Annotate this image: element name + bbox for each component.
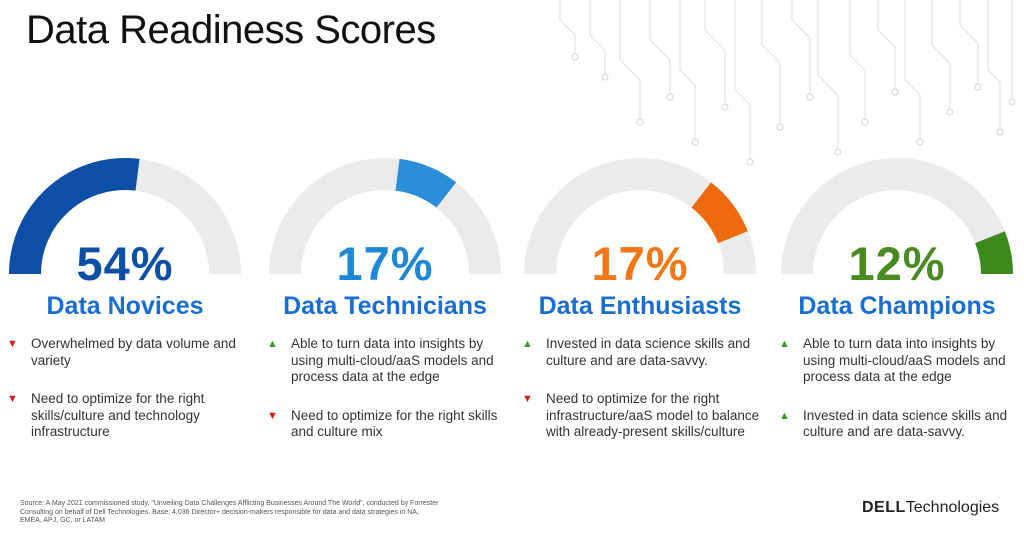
bullet-list: ▲ Able to turn data into insights by usin… — [265, 336, 505, 463]
up-triangle-icon: ▲ — [267, 338, 278, 350]
bullet-item: ▼ Need to optimize for the right infrastr… — [520, 391, 760, 441]
bullet-item: ▼ Overwhelmed by data volume and variety — [5, 336, 245, 369]
segment-percent: 54% — [76, 237, 174, 290]
segment-data-technicians: 17% Data Technicians ▲ Able to turn data … — [265, 140, 505, 460]
bullet-text: Able to turn data into insights by using… — [291, 336, 494, 384]
segment-percent: 12% — [848, 237, 946, 290]
brand-rest: Technologies — [905, 499, 1000, 516]
up-triangle-icon: ▲ — [779, 338, 790, 350]
gauge-track — [269, 158, 501, 275]
bullet-text: Overwhelmed by data volume and variety — [31, 336, 236, 368]
gauge-chart — [9, 158, 241, 275]
down-triangle-icon: ▼ — [7, 338, 18, 350]
bullet-item: ▲ Invested in data science skills and cul… — [520, 336, 760, 369]
page-title: Data Readiness Scores — [26, 8, 436, 52]
segment-name: Data Novices — [46, 292, 204, 320]
gauge-fill — [974, 231, 1013, 275]
bullet-text: Need to optimize for the right infrastru… — [546, 391, 760, 439]
down-triangle-icon: ▼ — [7, 393, 18, 405]
bullet-item: ▲ Able to turn data into insights by usin… — [265, 336, 505, 386]
down-triangle-icon: ▼ — [267, 409, 278, 422]
bullet-text: Need to optimize for the right skills an… — [291, 407, 498, 440]
bullet-item: ▲ Invested in data science skills and cul… — [777, 408, 1017, 441]
bullet-text: Need to optimize for the right skills/cu… — [31, 391, 205, 439]
segment-name: Data Technicians — [283, 292, 487, 320]
circuit-background — [559, 0, 1016, 166]
bullet-item: ▼ Need to optimize for the right skills a… — [265, 408, 505, 441]
up-triangle-icon: ▲ — [522, 338, 533, 350]
segment-percent: 17% — [591, 237, 689, 290]
dell-technologies-logo: DELLTechnologies — [862, 499, 999, 517]
segment-data-champions: 12% Data Champions ▲ Able to turn data in… — [777, 140, 1017, 460]
up-triangle-icon: ▲ — [779, 409, 790, 422]
bullet-list: ▼ Overwhelmed by data volume and variety … — [5, 336, 245, 463]
bullet-list: ▲ Invested in data science skills and cul… — [520, 336, 760, 463]
gauge-fill — [691, 182, 748, 244]
segment-data-enthusiasts: 17% Data Enthusiasts ▲ Invested in data s… — [520, 140, 760, 460]
bullet-text: Invested in data science skills and cult… — [546, 336, 751, 368]
segment-data-novices: 54% Data Novices ▼ Overwhelmed by data vo… — [5, 140, 245, 460]
gauge-fill — [394, 158, 457, 208]
gauge-chart — [524, 158, 756, 275]
bullet-item: ▲ Able to turn data into insights by usin… — [777, 336, 1017, 386]
segment-name: Data Enthusiasts — [538, 292, 742, 320]
down-triangle-icon: ▼ — [522, 393, 533, 405]
gauge-fill — [9, 158, 140, 275]
bullet-text: Invested in data science skills and cult… — [803, 407, 1008, 440]
bullet-item: ▼ Need to optimize for the right skills/c… — [5, 391, 245, 441]
source-footnote: Source: A May 2021 commissioned study, "… — [20, 500, 439, 524]
bullet-list: ▲ Able to turn data into insights by usin… — [777, 336, 1017, 463]
gauge-chart — [781, 158, 1013, 275]
segment-percent: 17% — [336, 237, 434, 290]
segment-name: Data Champions — [798, 292, 996, 320]
brand-bold: DELL — [862, 499, 906, 516]
bullet-text: Able to turn data into insights by using… — [803, 336, 1006, 384]
gauge-chart — [269, 158, 501, 275]
gauge-track — [781, 158, 1013, 275]
